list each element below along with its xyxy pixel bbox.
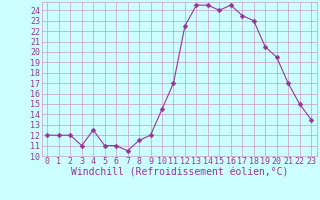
X-axis label: Windchill (Refroidissement éolien,°C): Windchill (Refroidissement éolien,°C)	[70, 168, 288, 178]
